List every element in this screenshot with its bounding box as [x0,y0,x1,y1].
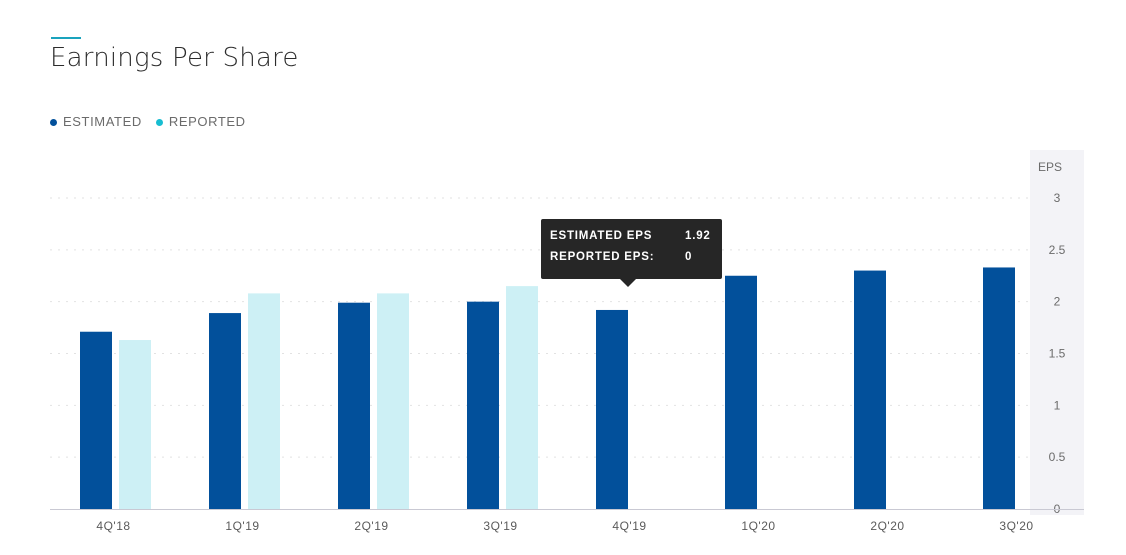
estimated-bar [338,302,370,509]
title-accent-rule [51,37,81,39]
eps-tooltip: ESTIMATED EPS 1.92 REPORTED EPS: 0 [541,219,722,287]
legend-item-reported[interactable]: REPORTED [155,114,246,129]
reported-bar [377,293,409,509]
legend-item-estimated[interactable]: ESTIMATED [50,114,142,129]
y-axis-panel [1030,150,1084,515]
estimated-bar [725,275,757,509]
reported-dot-icon [155,119,163,126]
estimated-bar [854,270,886,509]
reported-bar [119,340,151,509]
y-tick-label: 2 [1054,295,1061,309]
y-axis-label: EPS [1038,160,1062,174]
legend-label-reported: REPORTED [168,114,246,129]
x-tick-label: 4Q'19 [612,519,646,533]
y-tick-label: 0.5 [1049,450,1066,464]
y-tick-label: 1.5 [1049,347,1066,361]
x-tick-label: 2Q'20 [870,519,904,533]
x-tick-label: 4Q'18 [96,519,130,533]
x-tick-label: 1Q'20 [741,519,775,533]
chart-legend: ESTIMATED REPORTED [50,114,246,129]
tooltip-estimated-label: ESTIMATED EPS [550,230,653,242]
estimated-bar [467,301,499,509]
tooltip-reported-value: 0 [685,251,693,263]
estimated-bar [209,313,241,509]
reported-bar [506,286,538,509]
x-tick-label: 2Q'19 [354,519,388,533]
tooltip-row-estimated: ESTIMATED EPS 1.92 [550,230,713,251]
x-tick-label: 3Q'20 [999,519,1033,533]
y-tick-label: 1 [1054,398,1061,412]
legend-label-estimated: ESTIMATED [63,114,142,129]
y-tick-label: 3 [1054,191,1061,205]
x-tick-label: 1Q'19 [225,519,259,533]
estimated-bar [596,309,628,509]
tooltip-row-reported: REPORTED EPS: 0 [550,251,713,272]
x-tick-label: 3Q'19 [483,519,517,533]
chart-title: Earnings Per Share [50,43,299,73]
tooltip-reported-label: REPORTED EPS: [550,251,655,263]
tooltip-arrow [620,279,636,287]
tooltip-estimated-value: 1.92 [685,230,711,242]
estimated-bar [983,267,1015,509]
estimated-dot-icon [50,119,57,126]
reported-bar [248,293,280,509]
estimated-bar [80,331,112,509]
y-tick-label: 2.5 [1049,243,1066,257]
